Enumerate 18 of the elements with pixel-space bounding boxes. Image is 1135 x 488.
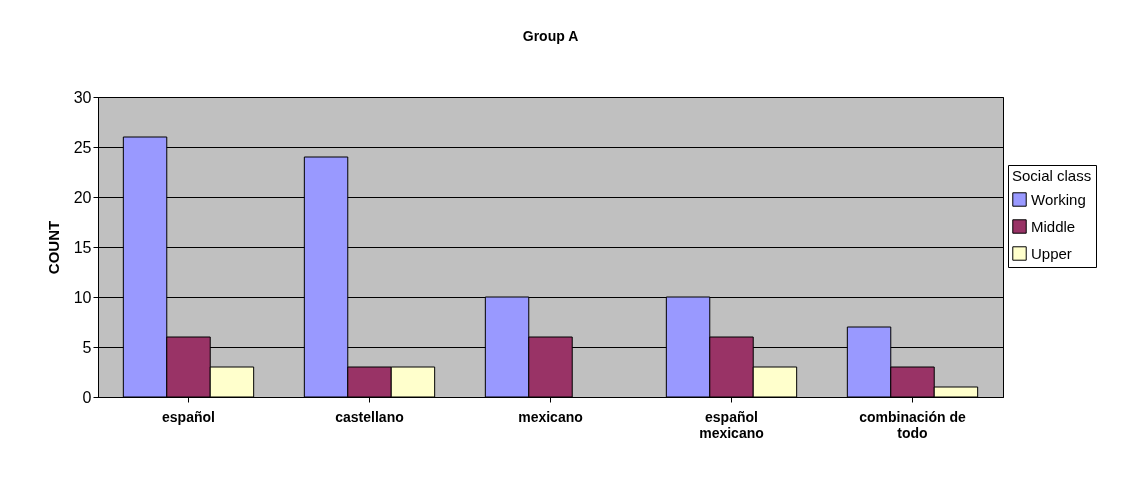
x-tick-label: castellano — [335, 408, 404, 425]
chart-title: Group A — [522, 28, 579, 44]
x-tick-label: español mexicano — [699, 408, 764, 441]
legend-label: Working — [1031, 190, 1086, 208]
x-tick-label: español — [162, 408, 215, 425]
y-tick-label: 5 — [82, 338, 92, 356]
legend-title: Social class — [1012, 167, 1092, 184]
y-tick-label: 0 — [82, 388, 92, 406]
y-tick-label: 25 — [73, 138, 92, 156]
legend-label: Upper — [1031, 244, 1072, 262]
x-tick-label: mexicano — [518, 408, 583, 425]
y-tick-label: 20 — [73, 188, 92, 206]
legend-label: Middle — [1031, 217, 1076, 235]
y-tick-label: 30 — [73, 88, 92, 106]
x-tick-label: combinación de todo — [859, 408, 966, 441]
y-axis-title: COUNT — [44, 220, 62, 275]
y-tick-label: 15 — [73, 238, 92, 256]
y-tick-label: 10 — [73, 288, 92, 306]
